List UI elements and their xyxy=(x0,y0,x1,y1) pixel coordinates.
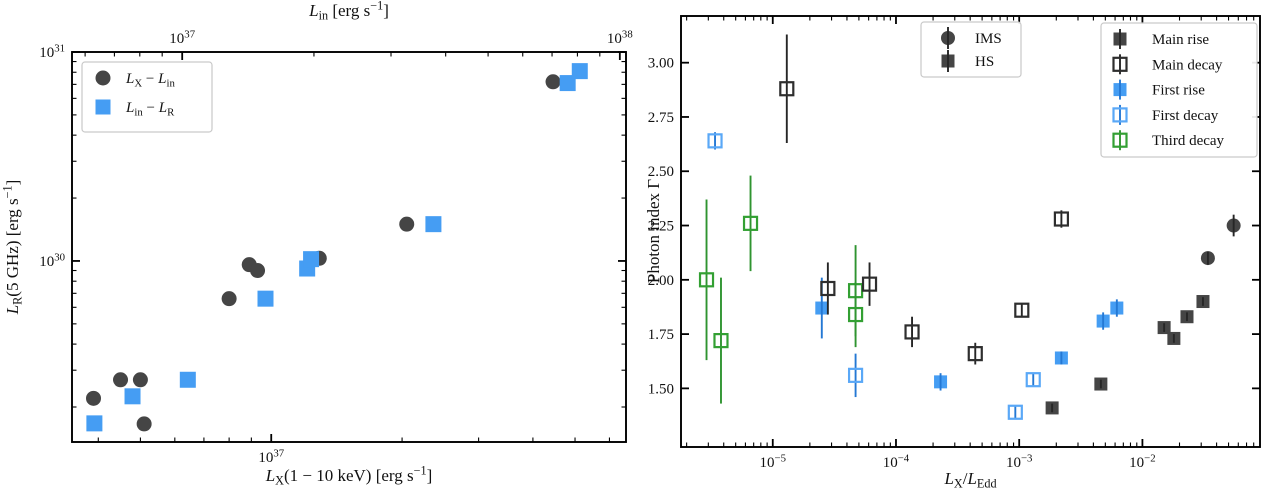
series-lx-lin xyxy=(86,74,561,432)
left-plot-frame xyxy=(71,51,627,443)
legend-item-label: HS xyxy=(975,54,994,70)
y-tick-label: 1.75 xyxy=(648,327,674,343)
x-axis-title: LX/LEdd xyxy=(943,469,996,491)
x-tick-label: 10−5 xyxy=(760,452,787,471)
legend-item-label: Main decay xyxy=(1152,57,1223,73)
series-lin-lr xyxy=(86,63,588,432)
right-plot: 10−5 10−4 10−3 10−2 1.50 1.75 2.00 2.25 2.50 2.75… xyxy=(644,15,1261,491)
y-tick-label: 1.50 xyxy=(648,381,674,397)
legend-item-main-rise: Main rise xyxy=(1113,29,1209,49)
legend-item-first-decay: First decay xyxy=(1112,104,1219,125)
x-tick-label: 1037 xyxy=(258,447,284,466)
legend-item-label: Third decay xyxy=(1152,133,1225,149)
right-plot-axes: 10−5 10−4 10−3 10−2 1.50 1.75 2.00 2.25 2.50 2.75… xyxy=(648,16,1261,471)
legend-circle-marker-icon xyxy=(95,70,111,86)
x-tick-label: 10−3 xyxy=(1006,452,1033,471)
legend-item-lin-lr: Lin − LR xyxy=(95,99,175,118)
series-first-rise xyxy=(815,277,1124,391)
y-axis-title: Photon index Γ xyxy=(644,179,663,283)
series-first-decay xyxy=(707,132,1041,420)
legend-item-main-decay: Main decay xyxy=(1112,54,1223,75)
legend-item-label: First decay xyxy=(1152,108,1219,124)
legend-item-label: LX − Lin xyxy=(125,71,175,89)
legend-item-third-decay: Third decay xyxy=(1112,130,1225,151)
y-tick-label: 2.50 xyxy=(648,164,674,180)
legend-square-marker-icon xyxy=(95,99,111,115)
y-tick-label: 2.25 xyxy=(648,219,674,235)
legend-item-first-rise: First rise xyxy=(1113,79,1205,100)
y-tick-label: 3.00 xyxy=(648,56,674,72)
legend-item-label: First rise xyxy=(1152,83,1205,99)
left-plot-legend: LX − Lin Lin − LR xyxy=(81,61,213,133)
y-tick-label: 2.75 xyxy=(648,110,674,126)
legend-item-label: Main rise xyxy=(1152,32,1209,48)
top-x-tick-label: 1037 xyxy=(169,28,195,47)
y-axis-title: LR(5 GHz) [erg s−1] xyxy=(1,180,25,316)
phases-legend: Main rise Main decay First rise First decay… xyxy=(1100,22,1258,158)
y-tick-label: 1031 xyxy=(39,42,65,61)
left-plot-axes: 1037 1037 1038 1030 1031 xyxy=(39,28,633,466)
x-tick-label: 10−2 xyxy=(1129,452,1156,471)
series-main-rise xyxy=(1045,295,1210,415)
legend-item-lx-lin: LX − Lin xyxy=(95,70,175,89)
top-x-axis-title: Lin [erg s−1] xyxy=(308,0,389,23)
legend-item-ims: IMS xyxy=(941,27,1002,49)
x-axis-title: LX(1 − 10 keV) [erg s−1] xyxy=(265,464,433,488)
x-tick-label: 10−4 xyxy=(883,452,910,471)
series-main-decay xyxy=(779,34,1069,365)
left-plot: 1037 1037 1038 1030 1031 LX − Lin Lin − LR LX(1… xyxy=(1,0,633,488)
legend-item-label: IMS xyxy=(975,31,1002,47)
series-ims xyxy=(1200,214,1241,266)
top-x-tick-label: 1038 xyxy=(607,28,633,47)
legend-item-label: Lin − LR xyxy=(125,100,175,118)
legend-item-hs: HS xyxy=(941,50,994,72)
series-third-decay xyxy=(698,175,864,404)
y-tick-label: 1030 xyxy=(39,251,65,270)
y-tick-label: 2.00 xyxy=(648,273,674,289)
states-legend: IMS HS xyxy=(920,21,1022,78)
